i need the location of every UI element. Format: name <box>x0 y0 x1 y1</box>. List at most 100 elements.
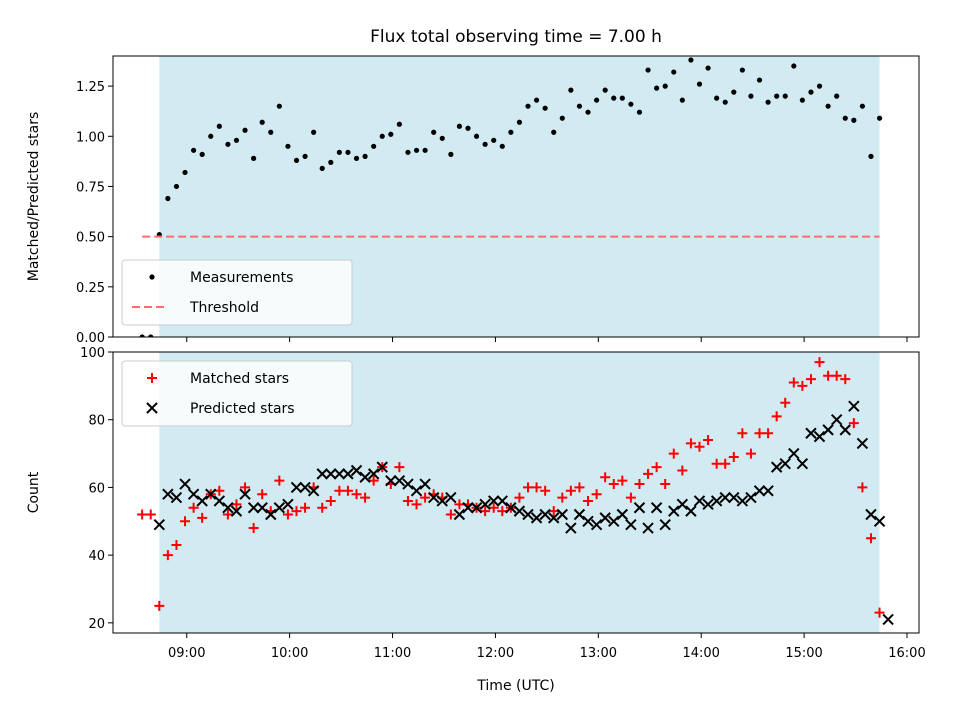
y-tick-label: 60 <box>88 481 105 496</box>
predicted-point <box>273 502 286 514</box>
predicted-point <box>745 491 757 504</box>
predicted-point <box>719 491 731 504</box>
measurement-point <box>825 103 831 109</box>
measurement-point <box>585 109 591 115</box>
measurement-point <box>276 103 282 109</box>
measurement-point <box>251 155 257 161</box>
predicted-point <box>848 400 860 412</box>
matched-point <box>531 482 542 493</box>
matched-point <box>257 489 268 500</box>
predicted-point <box>522 508 534 521</box>
measurement-point <box>551 129 557 135</box>
predicted-point <box>659 518 671 531</box>
matched-point <box>402 495 413 506</box>
bottom-panel: 20 40 60 80 100 09:00 10:00 11:00 12:00 13:00 14:0… <box>26 346 926 694</box>
predicted-point <box>290 481 303 494</box>
measurement-point <box>182 169 188 176</box>
matched-point <box>334 485 345 496</box>
measurement-point <box>739 67 745 73</box>
predicted-point <box>427 491 440 504</box>
predicted-point <box>213 495 226 507</box>
measurement-point <box>431 129 437 135</box>
predicted-point <box>882 613 894 626</box>
predicted-point <box>316 468 328 480</box>
predicted-point <box>470 502 483 514</box>
matched-point <box>540 485 551 496</box>
measurement-point <box>388 131 394 137</box>
measurement-point <box>799 97 805 103</box>
legend-label: Predicted stars <box>190 401 295 417</box>
matched-point <box>411 499 422 510</box>
matched-point <box>711 458 722 469</box>
predicted-point <box>650 502 663 514</box>
matched-point <box>557 492 568 503</box>
measurement-point <box>731 89 737 95</box>
y-tick-label: 1.25 <box>76 80 105 95</box>
matched-point <box>480 506 491 517</box>
predicted-point <box>805 427 817 439</box>
measurement-point <box>696 81 703 87</box>
predicted-point <box>839 424 851 436</box>
measurement-point <box>765 99 771 105</box>
legend-box <box>121 360 353 427</box>
matched-point <box>514 492 525 503</box>
measurement-point <box>165 195 171 202</box>
measurement-point <box>851 117 857 123</box>
matched-point <box>728 451 739 462</box>
matched-point <box>643 468 654 479</box>
measurement-point <box>705 65 711 71</box>
matched-point <box>814 357 825 368</box>
plot-area <box>139 57 883 337</box>
measurement-point <box>405 149 411 155</box>
matched-point <box>745 448 756 459</box>
predicted-point <box>462 502 474 514</box>
matched-point <box>823 370 834 381</box>
predicted-point <box>496 495 508 507</box>
measurement-point <box>679 97 685 103</box>
predicted-point <box>187 488 200 500</box>
predicted-point <box>222 502 234 514</box>
y-tick-label: 0.50 <box>76 231 105 246</box>
y-tick-label: 80 <box>88 414 105 429</box>
y-tick-label: 20 <box>88 617 105 632</box>
predicted-point <box>350 464 363 477</box>
matched-point <box>857 482 868 493</box>
y-tick-label: 0.25 <box>76 281 105 296</box>
measurement-point <box>842 115 848 121</box>
measurement-point <box>619 95 625 101</box>
measurement-point <box>199 151 205 157</box>
matched-point <box>788 377 799 388</box>
predicted-point <box>205 488 217 500</box>
measurement-point <box>859 103 866 109</box>
predicted-point <box>359 471 371 483</box>
matched-point <box>300 502 311 513</box>
matched-point <box>608 479 619 490</box>
matched-point <box>325 495 336 506</box>
predicted-point <box>796 458 809 470</box>
matched-point <box>565 485 576 496</box>
x-tick-label: 14:00 <box>682 646 719 661</box>
matched-point <box>222 509 233 520</box>
measurement-point <box>542 105 548 111</box>
matched-point <box>651 462 662 473</box>
x-tick-label: 09:00 <box>168 646 205 661</box>
matched-point <box>703 435 714 446</box>
measurement-point <box>422 147 428 153</box>
predicted-point <box>453 508 466 521</box>
predicted-point <box>779 458 791 470</box>
matched-point <box>523 482 534 493</box>
predicted-point <box>573 508 586 521</box>
matched-point <box>317 502 328 513</box>
matched-point <box>214 485 225 496</box>
predicted-point <box>830 414 843 426</box>
y-tick-label: 1.00 <box>76 130 105 145</box>
matched-point <box>771 411 782 422</box>
predicted-point <box>590 518 603 531</box>
matched-point <box>625 492 636 503</box>
matched-point <box>634 479 645 490</box>
measurement-point <box>345 149 351 155</box>
matched-point <box>548 506 559 517</box>
predicted-point <box>539 508 551 521</box>
measurement-point <box>413 147 420 153</box>
predicted-point <box>822 424 834 436</box>
